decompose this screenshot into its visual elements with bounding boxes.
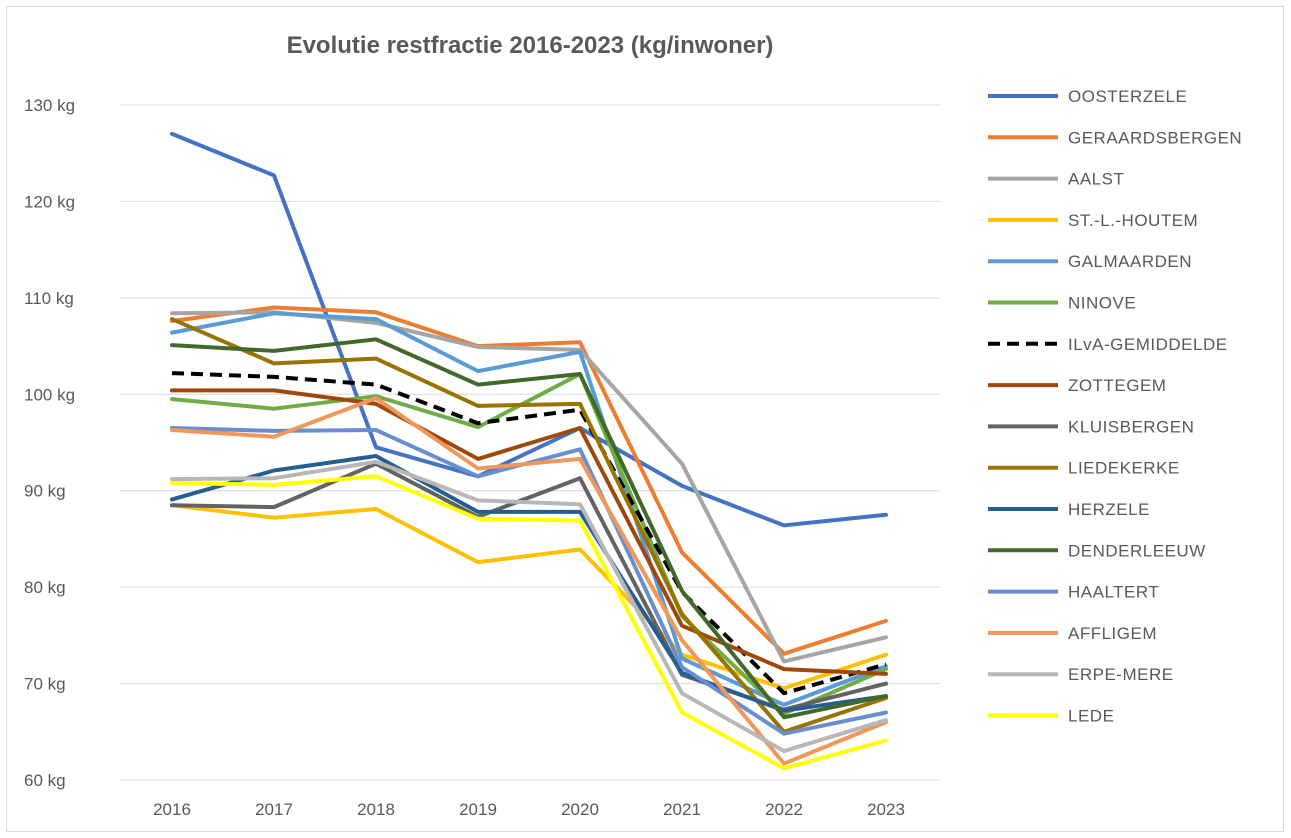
series-line-zottegem	[170, 388, 888, 676]
y-tick-label: 120 kg	[24, 192, 75, 211]
legend-entry: AFFLIGEM	[988, 624, 1157, 643]
legend-label: AALST	[1068, 170, 1124, 189]
series-line-denderleeuw	[170, 337, 888, 720]
legend-entry: HERZELE	[988, 500, 1150, 519]
legend: OOSTERZELE GERAARDSBERGEN AALST ST.-L.-HOUT…	[988, 87, 1242, 726]
chart-title: Evolutie restfractie 2016-2023 (kg/inwon…	[286, 32, 774, 59]
y-axis-ticks: 60 kg 70 kg 80 kg 90 kg 100 kg 110 kg 120 kg 13…	[24, 96, 75, 790]
legend-label: LIEDEKERKE	[1068, 459, 1180, 478]
legend-entry: ZOTTEGEM	[988, 376, 1166, 395]
series-line-liedekerke	[170, 317, 888, 734]
legend-entry: KLUISBERGEN	[988, 417, 1194, 436]
x-tick-label: 2023	[867, 800, 905, 819]
legend-entry: LEDE	[988, 707, 1114, 726]
legend-entry: DENDERLEEUW	[988, 541, 1206, 560]
series-line-ninove	[170, 372, 888, 716]
legend-label: ERPE-MERE	[1068, 665, 1174, 684]
series-line-oosterzele	[170, 131, 888, 528]
x-tick-label: 2017	[255, 800, 293, 819]
y-tick-label: 70 kg	[24, 675, 66, 694]
series-line-st-l-houtem	[170, 503, 888, 691]
legend-entry: GALMAARDEN	[988, 252, 1192, 271]
legend-entry: AALST	[988, 170, 1124, 189]
legend-label: HAALTERT	[1068, 583, 1159, 602]
y-tick-label: 80 kg	[24, 578, 66, 597]
legend-label: NINOVE	[1068, 294, 1136, 313]
legend-label: OOSTERZELE	[1068, 87, 1187, 106]
y-tick-label: 110 kg	[24, 289, 74, 308]
x-tick-label: 2016	[153, 800, 191, 819]
legend-entry: LIEDEKERKE	[988, 459, 1180, 478]
series-line-geraardsbergen	[170, 305, 888, 656]
legend-label: GALMAARDEN	[1068, 252, 1192, 271]
series-lines	[170, 131, 888, 771]
x-tick-label: 2018	[357, 800, 395, 819]
x-tick-label: 2020	[561, 800, 599, 819]
legend-label: KLUISBERGEN	[1068, 417, 1194, 436]
legend-label: ZOTTEGEM	[1068, 376, 1166, 395]
legend-label: LEDE	[1068, 707, 1114, 726]
legend-entry: ST.-L.-HOUTEM	[988, 211, 1198, 230]
y-tick-label: 90 kg	[24, 482, 66, 501]
legend-label: HERZELE	[1068, 500, 1150, 519]
legend-label: ILvA-GEMIDDELDE	[1068, 335, 1228, 354]
x-tick-label: 2021	[663, 800, 701, 819]
legend-entry: ILvA-GEMIDDELDE	[988, 335, 1228, 354]
legend-label: GERAARDSBERGEN	[1068, 128, 1242, 147]
series-line-herzele	[170, 454, 888, 713]
legend-label: ST.-L.-HOUTEM	[1068, 211, 1198, 230]
legend-entry: HAALTERT	[988, 583, 1159, 602]
y-tick-label: 60 kg	[24, 771, 66, 790]
x-tick-label: 2019	[459, 800, 497, 819]
legend-entry: GERAARDSBERGEN	[988, 128, 1242, 147]
legend-entry: OOSTERZELE	[988, 87, 1187, 106]
legend-label: DENDERLEEUW	[1068, 541, 1206, 560]
series-line-ilva-gemiddelde	[171, 371, 887, 696]
x-axis-ticks: 2016 2017 2018 2019 2020 2021 2022 2023	[153, 800, 905, 819]
x-tick-label: 2022	[765, 800, 803, 819]
y-tick-label: 100 kg	[24, 385, 75, 404]
series-line-lede	[170, 474, 888, 771]
legend-entry: ERPE-MERE	[988, 665, 1174, 684]
series-line-erpe-mere	[170, 459, 888, 754]
y-tick-label: 130 kg	[24, 96, 75, 115]
legend-label: AFFLIGEM	[1068, 624, 1157, 643]
legend-entry: NINOVE	[988, 294, 1136, 313]
chart-frame	[6, 6, 1284, 832]
gridlines	[120, 104, 940, 781]
